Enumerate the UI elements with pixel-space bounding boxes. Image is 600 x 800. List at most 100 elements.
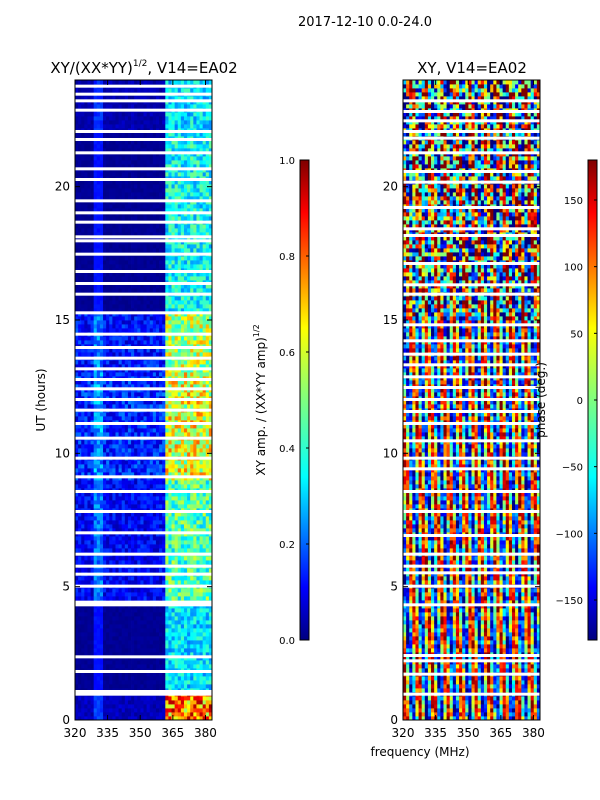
heatmap-cell — [146, 304, 151, 309]
heatmap-cell — [81, 352, 85, 357]
heatmap-cell — [87, 296, 91, 301]
heatmap-cell — [115, 304, 119, 309]
heatmap-cell — [109, 352, 113, 357]
heatmap-cell — [87, 684, 91, 689]
heatmap-cell — [205, 428, 210, 433]
heatmap-cell — [146, 704, 151, 709]
heatmap-cell — [131, 308, 135, 313]
heatmap-cell — [196, 352, 200, 357]
heatmap-cell — [199, 704, 204, 709]
heatmap-cell — [174, 324, 179, 329]
heatmap-cell — [208, 364, 212, 369]
heatmap-cell — [171, 520, 176, 525]
heatmap-cell — [124, 556, 129, 561]
heatmap-cell — [155, 296, 160, 301]
heatmap-cell — [140, 380, 144, 385]
heatmap-cell — [140, 448, 144, 453]
heatmap-cell — [112, 544, 116, 549]
heatmap-cell — [106, 640, 110, 645]
heatmap-cell — [81, 632, 85, 637]
heatmap-cell — [121, 632, 126, 637]
heatmap-cell — [115, 428, 119, 433]
heatmap-cell — [134, 696, 138, 701]
heatmap-cell — [152, 328, 157, 333]
heatmap-cell — [121, 568, 126, 573]
heatmap-cell — [106, 616, 110, 621]
heatmap-cell — [143, 428, 148, 433]
heatmap-cell — [174, 440, 179, 445]
heatmap-cell — [90, 632, 95, 637]
heatmap-cell — [177, 512, 182, 517]
heatmap-cell — [143, 320, 148, 325]
heatmap-cell — [177, 568, 182, 573]
heatmap-cell — [87, 320, 91, 325]
heatmap-cell — [174, 540, 179, 545]
heatmap-cell — [199, 284, 204, 289]
heatmap-cell — [87, 520, 91, 525]
heatmap-cell — [90, 412, 95, 417]
heatmap-cell — [87, 316, 91, 321]
heatmap-cell — [81, 336, 85, 341]
heatmap-cell — [103, 484, 107, 489]
heatmap-cell — [196, 596, 200, 601]
heatmap-cell — [134, 392, 138, 397]
heatmap-cell — [96, 352, 101, 357]
heatmap-cell — [171, 352, 176, 357]
heatmap-cell — [103, 348, 107, 353]
heatmap-cell — [165, 300, 169, 305]
heatmap-cell — [131, 288, 135, 293]
heatmap-cell — [190, 460, 194, 465]
heatmap-cell — [140, 540, 144, 545]
heatmap-cell — [190, 644, 194, 649]
heatmap-cell — [93, 676, 98, 681]
heatmap-cell — [118, 352, 123, 357]
heatmap-cell — [196, 592, 200, 597]
heatmap-cell — [137, 544, 141, 549]
heatmap-cell — [159, 484, 163, 489]
heatmap-cell — [177, 428, 182, 433]
heatmap-cell — [152, 628, 157, 633]
heatmap-cell — [183, 300, 188, 305]
heatmap-cell — [124, 608, 129, 613]
heatmap-cell — [196, 568, 200, 573]
heatmap-cell — [196, 384, 200, 389]
heatmap-cell — [190, 540, 194, 545]
heatmap-cell — [81, 540, 85, 545]
heatmap-cell — [143, 492, 148, 497]
heatmap-cell — [99, 432, 104, 437]
heatmap-cell — [190, 528, 194, 533]
heatmap-cell — [115, 516, 119, 521]
heatmap-cell — [146, 712, 151, 717]
heatmap-cell — [103, 640, 107, 645]
heatmap-cell — [177, 520, 182, 525]
heatmap-cell — [155, 460, 160, 465]
heatmap-cell — [155, 348, 160, 353]
heatmap-cell — [106, 676, 110, 681]
heatmap-cell — [149, 360, 154, 365]
heatmap-cell — [93, 428, 98, 433]
heatmap-cell — [149, 664, 154, 669]
heatmap-cell — [103, 544, 107, 549]
heatmap-cell — [171, 428, 176, 433]
heatmap-cell — [155, 568, 160, 573]
heatmap-cell — [127, 380, 132, 385]
heatmap-cell — [208, 500, 212, 505]
heatmap-cell — [205, 620, 210, 625]
heatmap-cell — [75, 684, 79, 689]
heatmap-cell — [208, 448, 212, 453]
heatmap-cell — [196, 504, 200, 509]
heatmap-cell — [87, 360, 91, 365]
heatmap-cell — [106, 672, 110, 677]
heatmap-cell — [115, 512, 119, 517]
heatmap-cell — [115, 484, 119, 489]
heatmap-cell — [121, 652, 126, 657]
heatmap-cell — [75, 704, 79, 709]
heatmap-cell — [205, 460, 210, 465]
heatmap-cell — [202, 548, 207, 553]
heatmap-cell — [159, 704, 163, 709]
heatmap-cell — [124, 568, 129, 573]
heatmap-cell — [124, 404, 129, 409]
heatmap-cell — [84, 500, 88, 505]
heatmap-cell — [106, 452, 110, 457]
heatmap-cell — [180, 340, 185, 345]
